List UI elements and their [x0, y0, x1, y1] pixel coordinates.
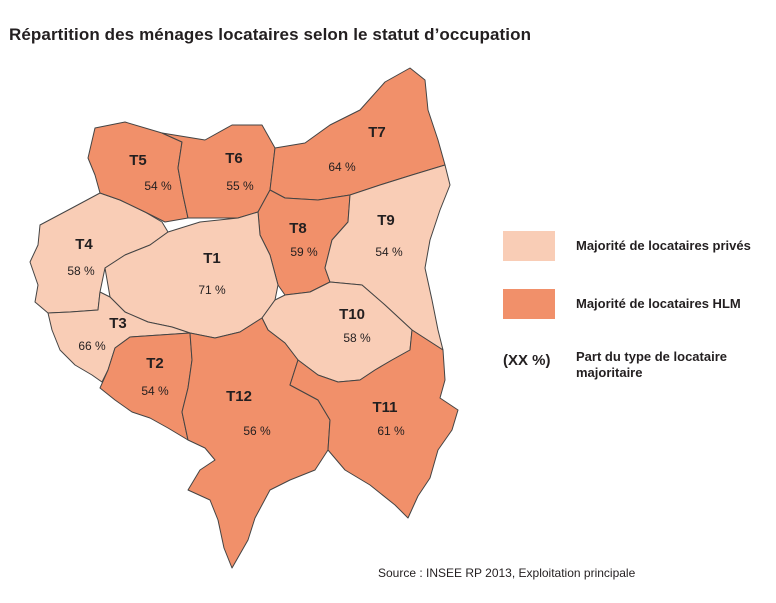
region-label-t6: T6 55 %: [225, 150, 254, 193]
region-name: T4: [75, 236, 93, 253]
region-t9: [324, 164, 451, 351]
region-percentage: 54 %: [375, 245, 403, 259]
region-name: T2: [146, 355, 164, 372]
legend-label-percentage: Part du type de locataire majoritaire: [576, 349, 727, 380]
legend-label-prive: Majorité de locataires privés: [576, 238, 751, 253]
region-label-t4: T4 58 %: [67, 236, 95, 278]
region-percentage: 56 %: [243, 424, 271, 438]
region-label-t3: T3 66 %: [78, 315, 126, 353]
region-percentage: 59 %: [290, 245, 318, 259]
region-name: T8: [289, 220, 307, 237]
region-percentage: 58 %: [67, 264, 95, 278]
region-label-t11: T11 61 %: [372, 399, 405, 438]
region-label-t5: T5 54 %: [129, 152, 172, 193]
region-percentage: 55 %: [226, 179, 254, 193]
region-percentage: 64 %: [328, 160, 356, 174]
region-percentage: 61 %: [377, 424, 405, 438]
region-name: T6: [225, 150, 243, 167]
legend-swatch-hlm: [503, 289, 555, 319]
region-name: T11: [372, 399, 397, 416]
region-label-t7: T7 64 %: [328, 124, 385, 174]
legend-swatch-prive: [503, 231, 555, 261]
region-label-t8: T8 59 %: [289, 220, 318, 259]
legend-label-hlm: Majorité de locataires HLM: [576, 296, 741, 311]
region-percentage: 71 %: [198, 283, 226, 297]
region-label-t9: T9 54 %: [375, 212, 403, 259]
region-name: T12: [226, 388, 252, 405]
region-name: T5: [129, 152, 147, 169]
region-percentage: 54 %: [141, 384, 169, 398]
region-label-t1: T1 71 %: [198, 250, 226, 297]
region-label-t12: T12 56 %: [226, 388, 271, 438]
legend-percentage-key: (XX %): [503, 352, 551, 369]
region-percentage: 54 %: [144, 179, 172, 193]
region-name: T10: [339, 306, 365, 323]
region-label-t2: T2 54 %: [141, 355, 169, 398]
source-note: Source : INSEE RP 2013, Exploitation pri…: [378, 566, 636, 580]
region-t11: [289, 329, 459, 519]
region-name: T7: [368, 124, 386, 141]
region-name: T3: [109, 315, 127, 332]
region-percentage: 58 %: [343, 331, 371, 345]
region-percentage: 66 %: [78, 339, 106, 353]
region-name: T1: [203, 250, 221, 267]
region-name: T9: [377, 212, 395, 229]
region-t12: [181, 317, 331, 569]
region-label-t10: T10 58 %: [339, 306, 371, 345]
map-title: Répartition des ménages locataires selon…: [9, 25, 532, 44]
